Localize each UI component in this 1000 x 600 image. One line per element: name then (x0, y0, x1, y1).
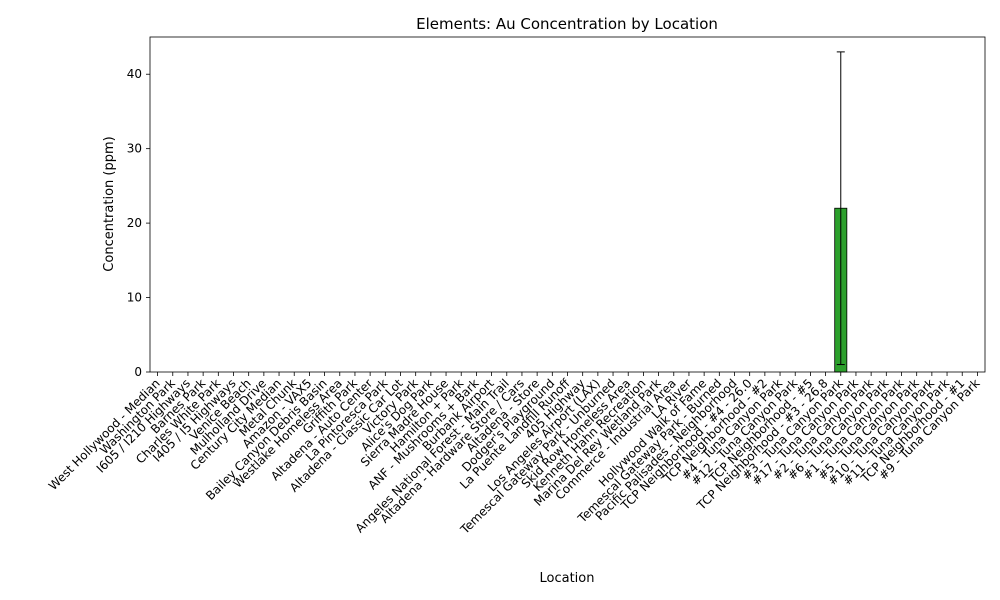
plot-frame (149, 36, 986, 373)
chart-title: Elements: Au Concentration by Location (416, 15, 718, 33)
y-tick-label: 0 (134, 365, 142, 379)
x-tick-label: West Hollywood - Median (46, 376, 163, 493)
error-bars-layer (836, 51, 845, 366)
y-tick-label: 40 (127, 67, 142, 81)
y-tick-label: 10 (127, 291, 142, 305)
y-axis-ticks: 0 10 20 30 40 (127, 67, 150, 379)
y-tick-label: 20 (127, 216, 142, 230)
y-tick-label: 30 (127, 142, 142, 156)
x-axis-label: Location (540, 571, 595, 586)
y-axis-label: Concentration (ppm) (102, 136, 117, 271)
